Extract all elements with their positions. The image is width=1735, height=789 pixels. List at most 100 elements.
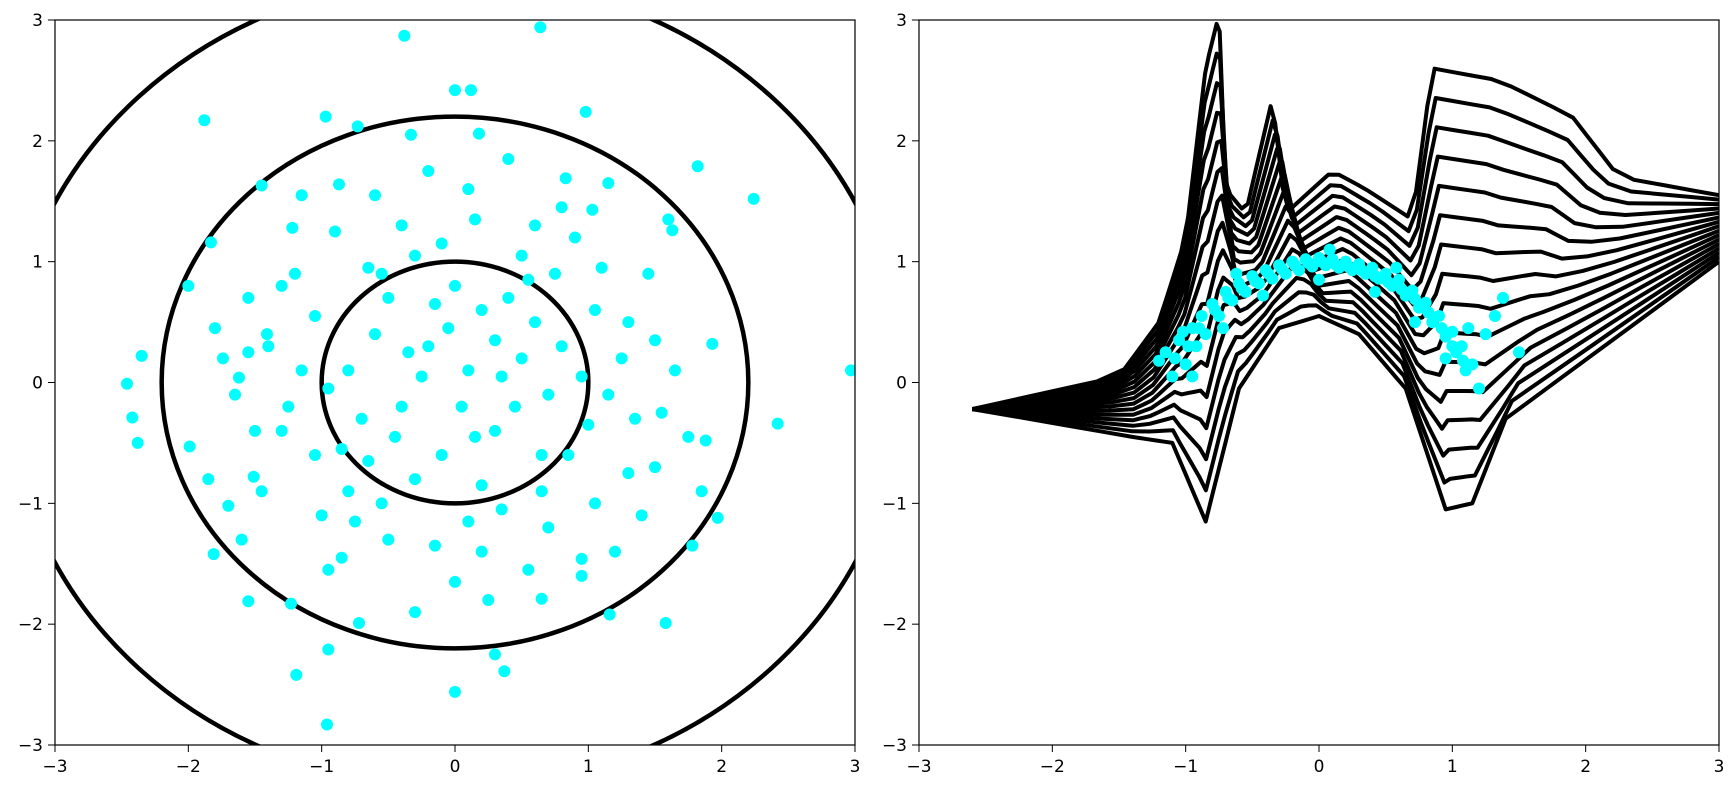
data-point (1209, 304, 1221, 316)
data-point (502, 291, 515, 304)
data-point (622, 316, 635, 329)
data-point (609, 545, 621, 558)
data-point (529, 219, 541, 232)
data-point (691, 160, 704, 173)
data-point (395, 219, 408, 232)
data-point (498, 665, 511, 678)
data-point (205, 236, 217, 249)
data-point (1393, 273, 1405, 286)
x-tick-label: 3 (1714, 757, 1725, 777)
data-point (1186, 370, 1199, 383)
data-point (562, 449, 575, 461)
data-point (202, 473, 215, 486)
data-point (229, 388, 241, 401)
plot-frame (54, 19, 856, 746)
data-point (275, 279, 288, 292)
data-point (549, 267, 561, 280)
data-point (415, 370, 428, 383)
contour-line-14 (971, 81, 1719, 412)
data-point (489, 424, 501, 437)
data-point (489, 334, 501, 347)
data-point (1177, 325, 1189, 338)
data-point (290, 668, 303, 681)
data-point (699, 434, 712, 447)
data-point (321, 718, 333, 731)
data-point (1369, 270, 1381, 283)
data-point (1466, 358, 1479, 371)
data-point (462, 183, 475, 196)
data-point (1355, 264, 1368, 277)
data-point (442, 322, 455, 335)
data-point (1329, 258, 1341, 271)
data-point (462, 515, 475, 528)
data-point (569, 231, 581, 244)
x-tick-label: 0 (450, 757, 461, 777)
x-tick-label: 1 (583, 757, 594, 777)
data-point (473, 127, 485, 140)
data-point (475, 479, 488, 492)
data-point (322, 563, 335, 576)
data-point (1457, 354, 1469, 367)
data-point (1473, 382, 1485, 395)
data-point (282, 400, 295, 413)
data-point (475, 545, 488, 558)
data-point (462, 364, 475, 377)
data-point (555, 340, 568, 353)
data-point (333, 178, 345, 191)
data-point (1159, 346, 1172, 359)
y-tick-label: −2 (18, 615, 43, 635)
left-panel: −3 −2 −1 0 1 2 3 −3 −2 −1 0 1 2 3 (18, 11, 860, 777)
data-point (522, 563, 535, 576)
x-tick-label: −3 (42, 757, 67, 777)
contour-line-3 (972, 251, 1719, 462)
data-point (322, 382, 335, 395)
data-point (515, 352, 528, 365)
data-point (1382, 276, 1395, 289)
data-point (579, 105, 592, 118)
data-point (286, 221, 299, 234)
y-tick-label: −1 (18, 494, 43, 514)
y-tick-label: 3 (896, 11, 907, 31)
data-point (309, 310, 321, 323)
data-point (329, 225, 341, 238)
data-point (375, 267, 388, 280)
data-point (1235, 282, 1248, 295)
data-point (235, 533, 248, 546)
data-point (465, 84, 477, 97)
data-point (586, 203, 599, 216)
data-point (435, 449, 448, 461)
data-point (559, 172, 572, 185)
data-point (1249, 275, 1261, 287)
y-tick-label: 2 (32, 132, 43, 152)
data-point (1435, 322, 1448, 335)
data-point (1217, 322, 1229, 335)
data-point (1497, 291, 1509, 304)
data-point (1289, 259, 1301, 272)
data-point (449, 84, 461, 97)
data-point (1342, 260, 1355, 273)
data-point (319, 110, 332, 123)
data-point (1193, 322, 1205, 335)
data-point (422, 340, 435, 353)
data-point (1390, 261, 1403, 274)
data-point (249, 424, 261, 437)
y-tick-label: −1 (882, 494, 907, 514)
data-point (355, 412, 368, 425)
data-point (534, 21, 547, 34)
y-tick-label: 0 (32, 374, 43, 394)
data-point (1230, 267, 1243, 280)
data-point (409, 249, 421, 262)
data-point (1195, 310, 1208, 323)
data-point (342, 364, 355, 377)
data-point (602, 388, 615, 401)
data-point (349, 515, 361, 528)
data-point (351, 120, 364, 133)
data-point (398, 29, 411, 42)
data-point (522, 273, 535, 286)
data-point (289, 267, 301, 280)
contour-ring-2 (159, 114, 751, 651)
data-point (382, 533, 395, 546)
contour-line-11 (972, 166, 1719, 412)
data-point (198, 114, 211, 127)
data-point (682, 430, 695, 443)
